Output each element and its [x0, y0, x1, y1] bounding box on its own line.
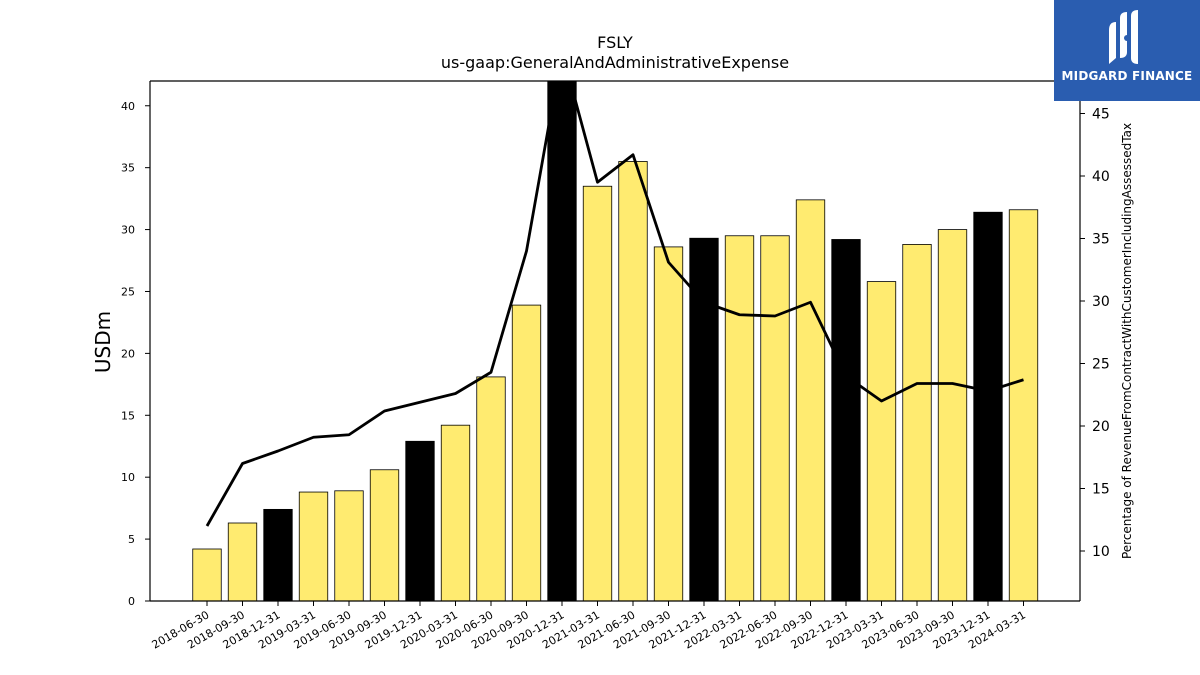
y2-tick-label: 45 [1092, 107, 1110, 123]
bar [227, 522, 258, 602]
bar [405, 440, 435, 602]
y2-tick-label: 30 [1092, 294, 1110, 310]
bar [263, 508, 293, 602]
midgard-logo-icon [1109, 10, 1138, 64]
percentage-line [205, 81, 1024, 527]
bar [1008, 209, 1039, 602]
chart-title: FSLY [597, 33, 633, 52]
y-tick-label: 25 [121, 285, 135, 298]
brand-name: MIDGARD FINANCE [1061, 69, 1193, 83]
y-tick-label: 0 [128, 595, 135, 608]
bar [440, 424, 471, 602]
bar [511, 304, 542, 602]
bar [973, 211, 1003, 602]
bar [902, 244, 932, 602]
y-axis-label: USDm [91, 311, 115, 373]
bar [795, 199, 826, 602]
bar [618, 161, 648, 602]
y2-axis-label: Percentage of RevenueFromContractWithCus… [1120, 123, 1134, 559]
bar [866, 281, 897, 602]
y-tick-label: 40 [121, 100, 135, 113]
y2-tick-label: 40 [1092, 169, 1110, 185]
bar [653, 246, 684, 602]
bar [476, 376, 506, 602]
bar [689, 237, 719, 602]
bar [760, 235, 790, 602]
y-tick-label: 10 [121, 471, 135, 484]
plot-area: 051015202530354010152025303540452018-06-… [121, 80, 1110, 652]
y2-tick-label: 10 [1092, 544, 1110, 560]
y-tick-label: 20 [121, 347, 135, 360]
bar [369, 469, 400, 602]
bar [937, 229, 968, 602]
y2-tick-label: 20 [1092, 419, 1110, 435]
y-tick-label: 5 [128, 533, 135, 546]
bar [724, 235, 755, 602]
y2-tick-label: 15 [1092, 482, 1110, 498]
y2-tick-label: 35 [1092, 232, 1110, 248]
brand-logo: MIDGARD FINANCE [1054, 0, 1200, 101]
bar [582, 185, 613, 602]
y-tick-label: 30 [121, 224, 135, 237]
y2-tick-label: 25 [1092, 357, 1110, 373]
y-tick-label: 35 [121, 162, 135, 175]
bar [831, 239, 861, 602]
y-tick-label: 15 [121, 409, 135, 422]
bar [334, 490, 364, 602]
bar [298, 491, 329, 602]
chart-subtitle: us-gaap:GeneralAndAdministrativeExpense [441, 53, 789, 72]
bar [192, 548, 222, 602]
bar [547, 80, 577, 602]
